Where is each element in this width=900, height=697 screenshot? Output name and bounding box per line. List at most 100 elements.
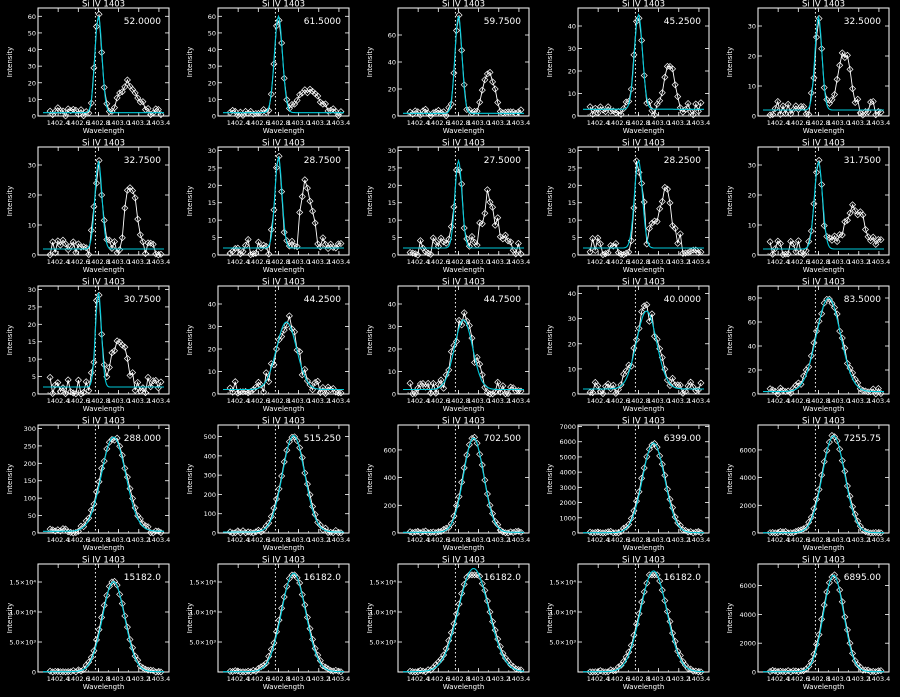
- x-tick-label: 1403.0: [107, 397, 130, 405]
- data-point: [252, 383, 260, 391]
- data-point: [818, 310, 826, 318]
- x-tick-label: 1402.8: [447, 119, 470, 127]
- data-point: [473, 439, 481, 447]
- panel-value-label: 28.2500: [664, 156, 701, 166]
- data-point: [679, 389, 687, 397]
- x-tick-label: 1403.0: [467, 536, 490, 544]
- panel-12: Si IV 1403 1402.41402.61402.81403.01403.2…: [186, 278, 350, 414]
- x-tick-label: 1402.8: [807, 119, 830, 127]
- y-tick-label: 10: [748, 222, 756, 230]
- data-point: [496, 388, 504, 396]
- y-axis-label: Intensity: [6, 464, 14, 494]
- gaussian-fit-line: [43, 436, 164, 532]
- data-point: [291, 328, 299, 336]
- data-point: [80, 388, 88, 396]
- data-point: [406, 528, 414, 536]
- data-point: [319, 384, 327, 392]
- y-tick-label: 20: [748, 367, 756, 375]
- data-point: [689, 246, 697, 254]
- x-tick-label: 1402.8: [627, 536, 650, 544]
- data-point: [432, 389, 440, 397]
- x-tick-label: 1402.4: [227, 536, 250, 544]
- x-tick-label: 1403.2: [127, 536, 150, 544]
- data-point: [491, 221, 499, 229]
- x-tick-label: 1402.8: [267, 397, 290, 405]
- data-point: [643, 99, 651, 107]
- data-point: [661, 73, 669, 81]
- y-tick-label: 15: [568, 199, 576, 207]
- data-point: [805, 662, 813, 670]
- y-tick-label: 60: [388, 32, 396, 40]
- data-point: [149, 240, 157, 248]
- panel-16: Si IV 1403 1402.41402.61402.81403.01403.2…: [6, 417, 170, 553]
- panel-2: Si IV 1403 1402.41402.61402.81403.01403.2…: [186, 0, 350, 135]
- x-axis-label: Wavelength: [623, 127, 665, 135]
- panel-value-label: 15182.0: [124, 573, 161, 583]
- y-tick-label: 10: [388, 217, 396, 225]
- data-point: [316, 243, 324, 251]
- data-point: [692, 528, 700, 536]
- data-point: [72, 528, 80, 536]
- data-point: [494, 214, 502, 222]
- data-point: [54, 237, 62, 245]
- y-tick-label: 5: [212, 234, 216, 242]
- data-point: [244, 528, 252, 536]
- x-tick-label: 1402.8: [447, 675, 470, 683]
- data-point: [697, 529, 705, 537]
- data-point: [234, 527, 242, 535]
- y-tick-label: 10: [568, 365, 576, 373]
- data-point: [648, 107, 656, 115]
- data-point: [69, 238, 77, 246]
- data-point: [643, 301, 651, 309]
- data-point: [136, 98, 144, 106]
- data-point: [321, 524, 329, 532]
- data-point: [226, 384, 234, 392]
- y-axis-label: Intensity: [6, 47, 14, 77]
- data-point: [861, 108, 869, 116]
- data-point: [596, 529, 604, 537]
- y-tick-label: 0: [392, 391, 396, 399]
- y-tick-label: 25: [568, 164, 576, 172]
- y-tick-label: 20: [568, 182, 576, 190]
- data-point: [635, 14, 643, 22]
- y-tick-label: 5.0×10³: [369, 639, 396, 647]
- panel-24: Si IV 1403 1402.41402.61402.81403.01403.2…: [546, 556, 710, 692]
- data-point: [694, 107, 702, 115]
- data-point: [789, 667, 797, 675]
- data-point: [831, 571, 839, 579]
- x-tick-label: 1403.2: [487, 536, 510, 544]
- x-axis-label: Wavelength: [803, 127, 845, 135]
- data-point: [334, 389, 342, 397]
- data-point: [769, 666, 777, 674]
- gaussian-fit-line: [583, 310, 704, 390]
- y-tick-label: 200: [204, 491, 216, 499]
- data-point: [72, 248, 80, 256]
- data-point: [591, 529, 599, 536]
- x-tick-label: 1402.8: [807, 258, 830, 266]
- panel-value-label: 16182.0: [664, 573, 701, 583]
- data-point: [72, 106, 80, 114]
- x-tick-label: 1403.2: [487, 397, 510, 405]
- gaussian-fit-line: [223, 14, 344, 114]
- data-point: [152, 105, 160, 113]
- x-tick-label: 1403.4: [328, 119, 351, 127]
- x-tick-label: 1403.4: [868, 397, 891, 405]
- data-point: [656, 452, 664, 460]
- data-point: [831, 232, 839, 240]
- y-tick-label: 1.0×10⁴: [549, 609, 576, 617]
- panel-15: Si IV 1403 1402.41402.61402.81403.01403.2…: [726, 278, 890, 414]
- x-tick-label: 1402.4: [47, 397, 70, 405]
- y-tick-label: 2000: [739, 502, 756, 510]
- x-tick-label: 1403.0: [647, 397, 670, 405]
- data-point: [594, 668, 602, 676]
- y-tick-label: 7000: [559, 423, 576, 431]
- data-point: [321, 240, 329, 248]
- data-point: [656, 97, 664, 105]
- data-point: [72, 390, 80, 398]
- panel-title: Si IV 1403: [262, 139, 305, 149]
- data-point: [517, 250, 525, 258]
- data-point: [656, 205, 664, 213]
- data-point: [476, 98, 484, 106]
- data-point: [810, 74, 818, 82]
- data-point: [622, 249, 630, 257]
